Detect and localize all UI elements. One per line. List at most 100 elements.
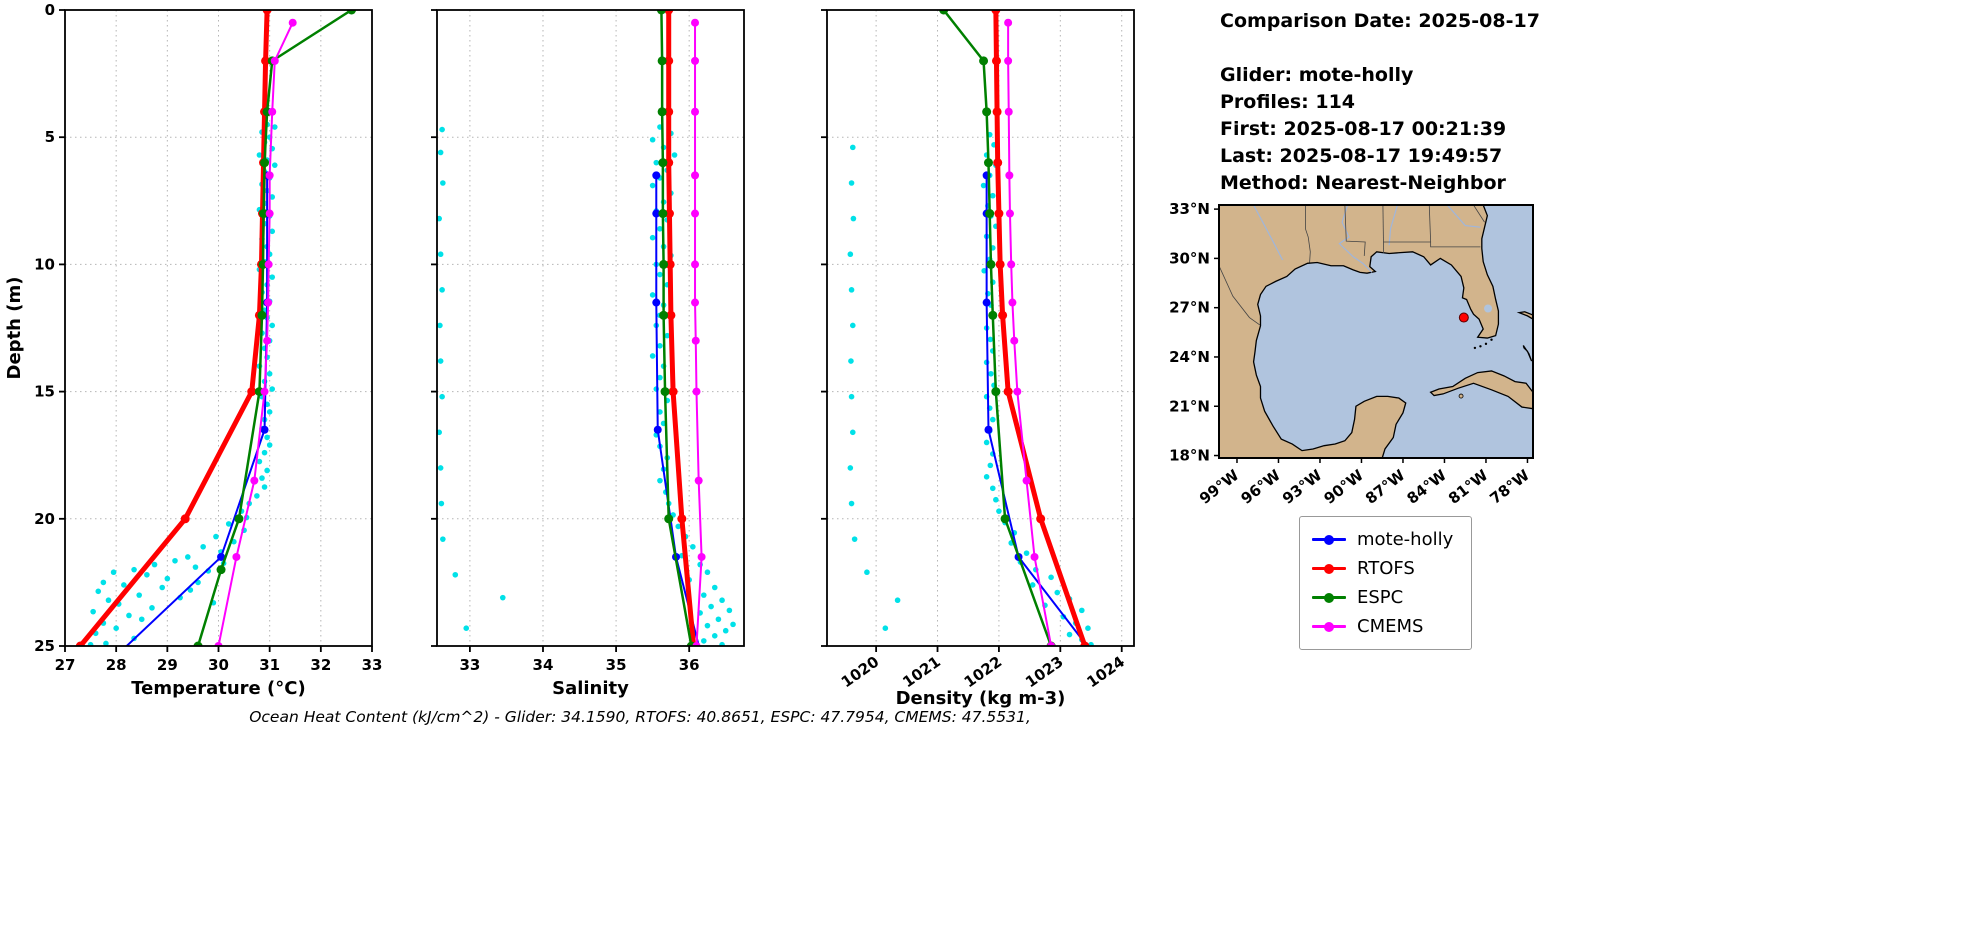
legend-item-glider: mote-holly <box>1312 525 1453 554</box>
scatter-point <box>254 493 260 499</box>
series-marker <box>691 171 700 180</box>
series-marker <box>658 158 668 168</box>
series-marker <box>691 209 700 218</box>
scatter-point <box>192 564 199 570</box>
series-marker <box>260 425 269 434</box>
scatter-point <box>110 569 117 576</box>
scatter-point <box>1023 550 1030 556</box>
series-marker <box>694 476 703 485</box>
series-marker <box>657 107 667 117</box>
lat-tick-label: 21°N <box>1169 397 1210 415</box>
scatter-point <box>266 409 273 415</box>
scatter-point <box>726 607 733 614</box>
scatter-point <box>256 458 263 465</box>
scatter-point <box>704 569 711 576</box>
series-marker <box>691 18 700 27</box>
series-marker <box>258 259 268 269</box>
legend-label: RTOFS <box>1357 558 1415 579</box>
scatter-point <box>271 124 278 130</box>
scatter-point <box>851 536 858 542</box>
scatter-point <box>1048 574 1054 581</box>
x-tick-label: 1021 <box>899 653 944 692</box>
scatter-point <box>200 543 206 550</box>
series-marker <box>1000 514 1010 524</box>
scatter-point <box>848 500 855 507</box>
scatter-point <box>271 162 278 168</box>
series-ESPC <box>656 10 696 646</box>
legend-line-sample <box>1312 621 1346 632</box>
series-marker <box>1030 552 1039 561</box>
scatter-point <box>649 182 656 189</box>
series-marker <box>180 514 190 524</box>
series-marker <box>1080 641 1090 646</box>
info-panel: Comparison Date: 2025-08-17 Glider: mote… <box>1220 8 1540 197</box>
border-line <box>1473 205 1485 223</box>
scatter-point <box>87 641 94 646</box>
series-marker <box>986 259 996 269</box>
series-marker <box>1004 107 1013 116</box>
lon-tick-label: 90°W <box>1320 466 1367 508</box>
series-marker <box>217 552 226 561</box>
x-tick-label: 31 <box>259 656 280 674</box>
series-marker <box>983 158 993 168</box>
series-marker <box>1005 171 1014 180</box>
profile-plot-1: 33 34 35 36 Salinity <box>431 9 745 699</box>
border-line <box>1382 205 1385 254</box>
plot-frame <box>436 9 745 647</box>
legend-marker-dot <box>1324 534 1334 545</box>
scatter-point <box>437 322 443 329</box>
legend-item-espc: ESPC <box>1312 583 1453 612</box>
series-marker <box>193 641 203 646</box>
series-marker <box>1010 336 1019 345</box>
series-marker <box>666 310 676 320</box>
scatter-point <box>439 287 445 293</box>
scatter-point <box>185 554 191 560</box>
series-marker <box>691 298 700 307</box>
scatter-point <box>187 587 194 593</box>
scatter-point <box>259 475 265 481</box>
lake <box>1484 304 1493 313</box>
x-tick-label: 35 <box>606 656 627 674</box>
land-polygon <box>1516 311 1533 320</box>
scatter-point <box>439 126 445 133</box>
series-marker <box>264 298 273 307</box>
series-marker <box>659 310 669 320</box>
series-RTOFS <box>75 10 272 646</box>
series-marker <box>939 10 949 15</box>
scatter-point <box>121 582 127 588</box>
legend-label: CMEMS <box>1357 616 1424 637</box>
scatter-point <box>103 640 109 646</box>
series-marker <box>1004 56 1013 65</box>
glider-location-marker <box>1458 312 1469 323</box>
lon-tick-label: 99°W <box>1196 466 1243 508</box>
scatter-point <box>138 616 145 623</box>
scatter-point <box>437 149 444 156</box>
series-marker <box>982 107 992 117</box>
series-marker <box>992 107 1002 117</box>
series-marker <box>1007 260 1016 269</box>
legend-line-sample <box>1312 563 1346 574</box>
x-tick-label: 33 <box>459 656 480 674</box>
series-marker <box>692 387 701 396</box>
series-marker <box>1004 18 1013 27</box>
series-marker <box>696 647 704 655</box>
lat-tick-label: 30°N <box>1169 249 1210 267</box>
series-marker <box>659 259 669 269</box>
series-marker <box>1008 298 1017 307</box>
scatter-point <box>657 225 663 232</box>
series-marker <box>991 10 1001 15</box>
scatter-point <box>993 496 999 503</box>
series-marker <box>652 209 661 218</box>
series-line <box>1007 21 1053 646</box>
series-marker <box>259 209 269 219</box>
series-marker <box>677 514 687 524</box>
scatter-point <box>981 267 987 274</box>
gulf-of-mexico-map: 33°N 30°N 27°N 24°N 21°N 18°N99°W96°W93°W90°W… <box>1169 200 1534 508</box>
scatter-point <box>730 621 736 628</box>
series-marker <box>979 56 989 66</box>
series-marker <box>985 209 995 219</box>
scatter-point <box>988 370 994 377</box>
series-marker <box>692 642 701 646</box>
series-marker <box>998 310 1008 320</box>
scatter-point <box>261 449 268 456</box>
